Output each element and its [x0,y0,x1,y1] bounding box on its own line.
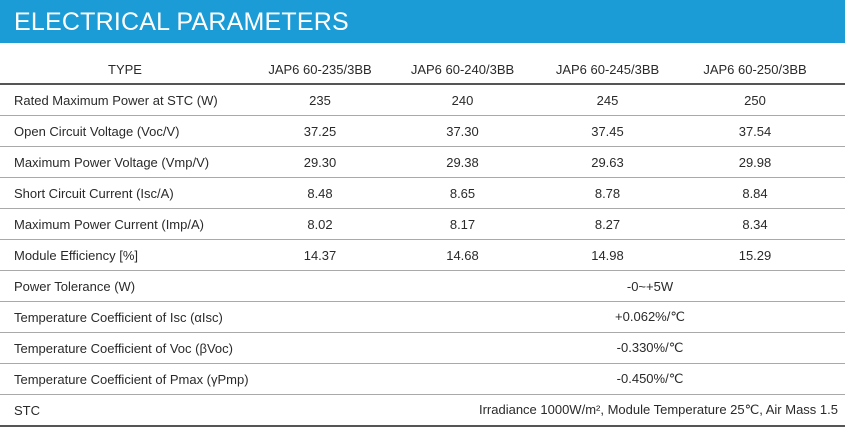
row-label: Temperature Coefficient of Voc (βVoc) [14,340,233,356]
row-value: 8.84 [742,185,768,201]
type-header: TYPE [108,61,142,77]
table-row: Rated Maximum Power at STC (W) 235 240 2… [0,85,845,116]
table-row: Temperature Coefficient of Isc (αIsc) +0… [0,302,845,333]
row-value: 15.29 [738,247,772,263]
table-row: STC Irradiance 1000W/m², Module Temperat… [0,395,845,427]
row-value: 29.30 [303,154,337,170]
row-value: 8.34 [742,216,768,232]
table-row: Maximum Power Current (Imp/A) 8.02 8.17 … [0,209,845,240]
row-label: Temperature Coefficient of Isc (αIsc) [14,309,223,325]
row-value: 8.17 [449,216,476,232]
row-value: 29.63 [591,154,624,170]
row-value: 240 [451,92,474,108]
row-value: 8.78 [594,185,621,201]
row-value: -0.330%/℃ [616,340,684,355]
model-header: JAP6 60-245/3BB [555,61,660,77]
table-row: Open Circuit Voltage (Voc/V) 37.25 37.30… [0,116,845,147]
row-label: Maximum Power Current (Imp/A) [14,216,204,232]
row-value: 245 [596,92,619,108]
row-value: 8.65 [449,185,476,201]
row-value: 14.98 [591,247,624,263]
row-value: -0.450%/℃ [616,371,684,386]
row-value: 14.37 [303,247,337,263]
row-value: 250 [744,92,766,108]
row-value: 37.54 [738,123,772,139]
row-label: Open Circuit Voltage (Voc/V) [14,123,180,139]
table-row: Temperature Coefficient of Voc (βVoc) -0… [0,333,845,364]
row-value: 8.02 [307,216,333,232]
row-value: 235 [309,92,331,108]
row-value: 29.98 [738,154,772,170]
row-value: 8.48 [307,185,333,201]
stc-label: STC [14,402,40,418]
table-row: Maximum Power Voltage (Vmp/V) 29.30 29.3… [0,147,845,178]
row-label: Power Tolerance (W) [14,278,136,294]
row-value: 37.25 [303,123,337,139]
row-value: 37.30 [446,123,479,139]
table-row: Temperature Coefficient of Pmax (γPmp) -… [0,364,845,395]
model-header: JAP6 60-250/3BB [703,61,807,77]
table-header-row: TYPE JAP6 60-235/3BB JAP6 60-240/3BB JAP… [0,55,845,85]
model-header: JAP6 60-240/3BB [410,61,515,77]
title-banner: ELECTRICAL PARAMETERS [0,0,845,43]
table-row: Module Efficiency [%] 14.37 14.68 14.98 … [0,240,845,271]
row-value: 8.27 [594,216,621,232]
row-label: Rated Maximum Power at STC (W) [14,92,218,108]
row-value: -0~+5W [626,278,674,294]
row-value: 14.68 [446,247,479,263]
stc-value: Irradiance 1000W/m², Module Temperature … [478,402,838,417]
page-title: ELECTRICAL PARAMETERS [14,8,349,36]
row-label: Maximum Power Voltage (Vmp/V) [14,154,210,170]
row-label: Short Circuit Current (Isc/A) [14,185,174,201]
electrical-parameters-table: TYPE JAP6 60-235/3BB JAP6 60-240/3BB JAP… [0,55,845,427]
row-value: 29.38 [446,154,479,170]
row-value: 37.45 [591,123,624,139]
row-value: +0.062%/℃ [615,309,685,324]
row-label: Module Efficiency [%] [14,247,139,263]
row-label: Temperature Coefficient of Pmax (γPmp) [14,371,249,387]
table-row: Power Tolerance (W) -0~+5W [0,271,845,302]
model-header: JAP6 60-235/3BB [268,61,372,77]
table-row: Short Circuit Current (Isc/A) 8.48 8.65 … [0,178,845,209]
